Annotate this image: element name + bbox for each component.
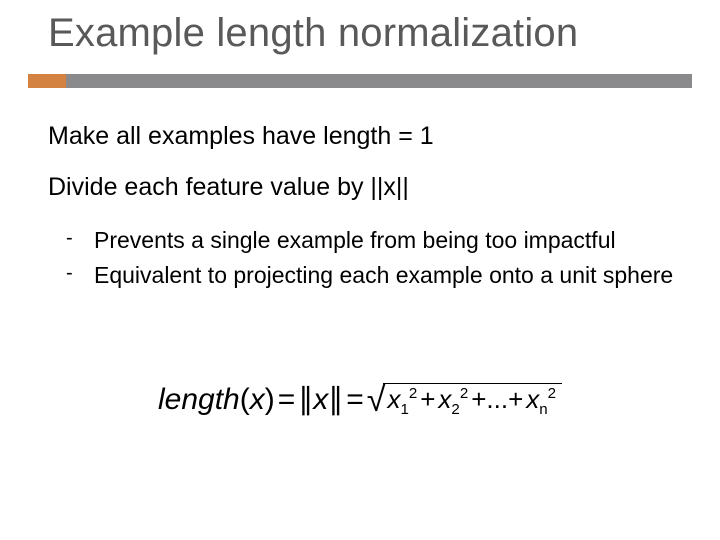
bullet-list: Prevents a single example from being too…: [48, 226, 680, 290]
slide-body: Make all examples have length = 1 Divide…: [48, 122, 680, 296]
formula-fn: length: [158, 383, 240, 416]
radicand: x12+x22+...+xn2: [383, 383, 562, 419]
slide: Example length normalization Make all ex…: [0, 0, 720, 540]
formula-var-1: x: [250, 383, 265, 416]
body-line-1: Make all examples have length = 1: [48, 122, 680, 151]
accent-bar: [28, 74, 692, 88]
accent-gray: [66, 74, 692, 88]
body-line-2: Divide each feature value by ||x||: [48, 173, 680, 202]
accent-orange: [28, 74, 66, 88]
slide-title: Example length normalization: [48, 11, 578, 56]
sqrt: √x12+x22+...+xn2: [367, 383, 562, 419]
formula-region: length(x)=∥x∥=√x12+x22+...+xn2: [0, 382, 720, 419]
formula: length(x)=∥x∥=√x12+x22+...+xn2: [158, 382, 562, 419]
formula-var-2: x: [313, 383, 328, 416]
list-item: Prevents a single example from being too…: [76, 226, 680, 255]
list-item: Equivalent to projecting each example on…: [76, 261, 680, 290]
